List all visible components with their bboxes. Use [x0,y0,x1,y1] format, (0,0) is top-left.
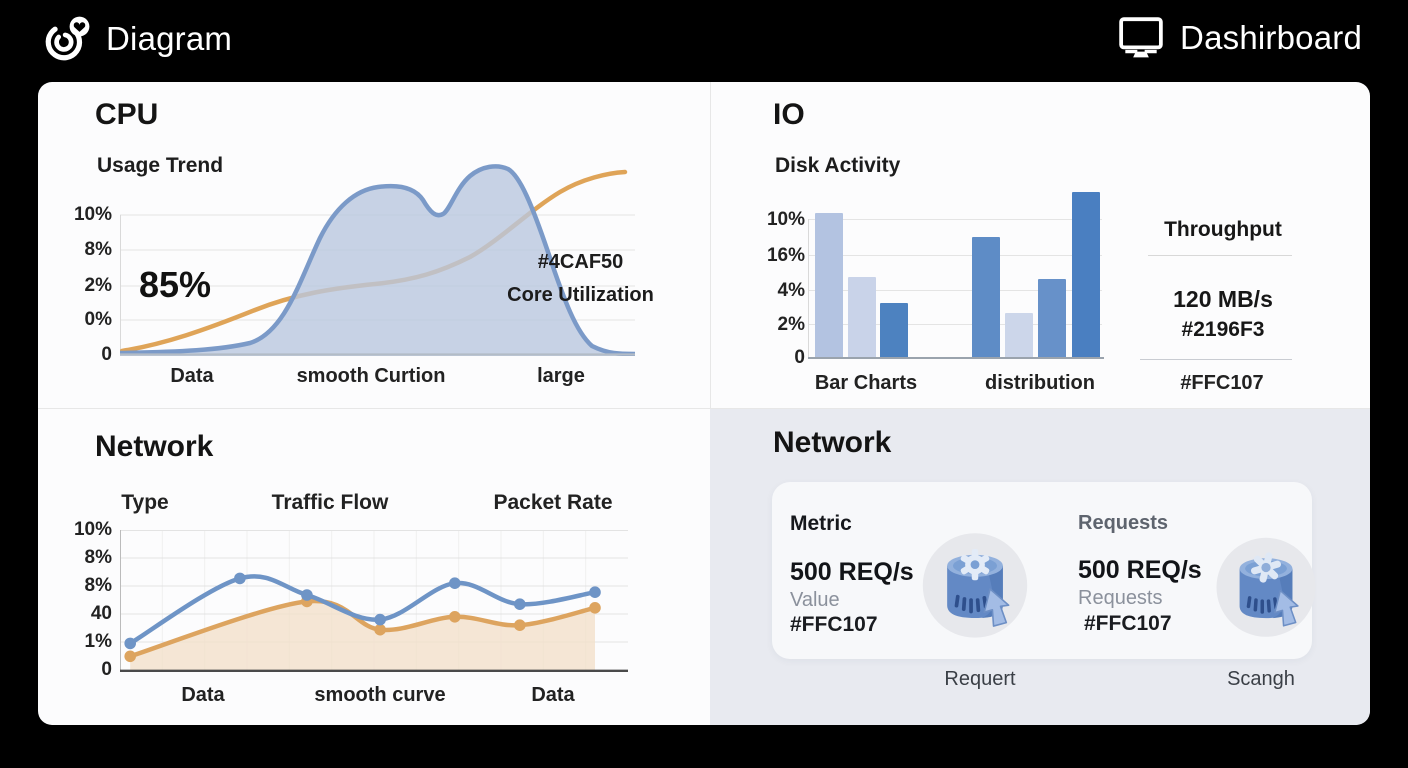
network-xlabel: Data [531,684,575,706]
io-gridline [808,290,1102,291]
io-ytick: 10% [766,209,805,230]
network-xlabel: smooth curve [314,684,446,706]
network-line-chart [120,530,628,672]
traffic-flow-line-area [130,600,595,670]
packet-rate-line-point [234,572,246,585]
io-xlabel: #FFC107 [1180,372,1264,394]
requests-value: 500 REQ/s [1078,556,1202,584]
cpu-usage-outline [120,164,635,356]
io-ytick: 0 [794,347,805,368]
packet-rate-line-point [374,613,386,626]
io-title: IO [773,98,805,131]
cpu-title: CPU [95,98,159,131]
diagram-logo-icon [45,16,90,61]
throughput-title: Throughput [1164,218,1282,241]
cpu-area-chart [120,164,635,356]
cpu-ytick: 8% [84,239,112,260]
network-metrics-title: Network [773,426,892,459]
cpu-ytick: 0% [84,309,112,330]
cpu-ytick: 2% [84,275,112,296]
cpu-ytick: 0 [101,344,112,365]
io-bar [972,237,1000,358]
requests-color-code: #FFC107 [1084,612,1172,635]
io-xlabel: Bar Charts [814,372,918,394]
io-ytick: 16% [766,245,805,266]
vertical-divider [710,82,711,408]
packet-rate-line-point [514,598,526,610]
dashboard-label: Dashirboard [1180,19,1362,56]
io-ytick: 2% [777,314,805,335]
app-title: Diagram [106,20,233,57]
cpu-xlabel: large [537,365,585,387]
metric-value: 500 REQ/s [790,558,914,586]
packet-rate-line-point [449,577,461,589]
network-ytick: 1% [84,631,112,652]
network-ytick: 0 [101,659,112,680]
cpu-subtitle: Usage Trend [97,154,224,177]
topbar: Diagram Dashirboard [0,0,1408,82]
network-col-header: Type [121,491,169,514]
network-ytick: 10% [73,519,112,540]
io-bar [815,213,843,358]
throughput-rule [1148,255,1292,256]
network-col-header: Traffic Flow [271,491,389,514]
network-xlabel: Data [181,684,225,706]
cpu-ytick: 10% [73,204,112,225]
io-gridline [808,324,1102,325]
network-ytick: 40 [90,603,112,624]
io-bar [880,302,908,358]
requests-label: Requests [1078,512,1169,534]
dashboard-panel: CPU Usage Trend 10% 8% 2% 0% 0 85% # [38,82,1370,725]
horizontal-divider [38,408,1370,409]
io-bar [1072,192,1100,358]
cpu-xlabel: Data [170,365,214,387]
network-chart-title: Network [95,430,214,463]
io-ytick: 4% [777,280,805,301]
dashboard-nav[interactable]: Dashirboard [1118,16,1362,60]
io-bar [1005,313,1033,358]
cpu-usage-area [120,166,635,356]
traffic-flow-line-point [589,602,601,614]
throughput-rule-bottom [1140,359,1292,360]
packet-rate-line-point [301,589,313,601]
server-gear-icon [922,533,1028,638]
io-gridline [808,219,1102,220]
requests-sublabel: Requests [1078,587,1163,609]
app-brand[interactable]: Diagram [42,14,232,64]
server-asterisk-icon [1216,537,1316,637]
metric-caption: Requert [944,668,1016,690]
network-col-header: Packet Rate [493,491,613,514]
io-subtitle: Disk Activity [775,154,901,177]
traffic-flow-line-point [449,611,461,623]
throughput-value: 120 MB/s [1173,286,1273,312]
metric-label: Metric [790,512,852,535]
packet-rate-line-point [124,637,136,650]
io-bar [1038,278,1066,358]
network-ytick: 8% [84,575,112,596]
cpu-xlabel: smooth Curtion [296,365,446,387]
io-x-axis [808,357,1104,359]
io-y-axis [808,219,809,359]
io-xlabel: distribution [985,372,1095,394]
metric-color-code: #FFC107 [790,613,878,636]
monitor-icon [1119,17,1163,58]
traffic-flow-line-point [374,623,386,636]
traffic-flow-line-point [124,650,136,663]
metric-sublabel: Value [790,589,840,611]
requests-caption: Scangh [1227,668,1295,690]
traffic-flow-line-point [514,619,526,631]
io-bar-chart [812,192,1102,358]
packet-rate-line-point [589,586,601,598]
cpu-big-value: 85% [139,264,212,305]
network-ytick: 8% [84,547,112,568]
io-gridline [808,255,1102,256]
throughput-color-code: #2196F3 [1181,318,1265,341]
cpu-annotation-label: Core Utilization [507,284,654,306]
io-bar [848,276,876,358]
network-series [124,572,601,670]
cpu-annotation-color: #4CAF50 [537,251,624,273]
